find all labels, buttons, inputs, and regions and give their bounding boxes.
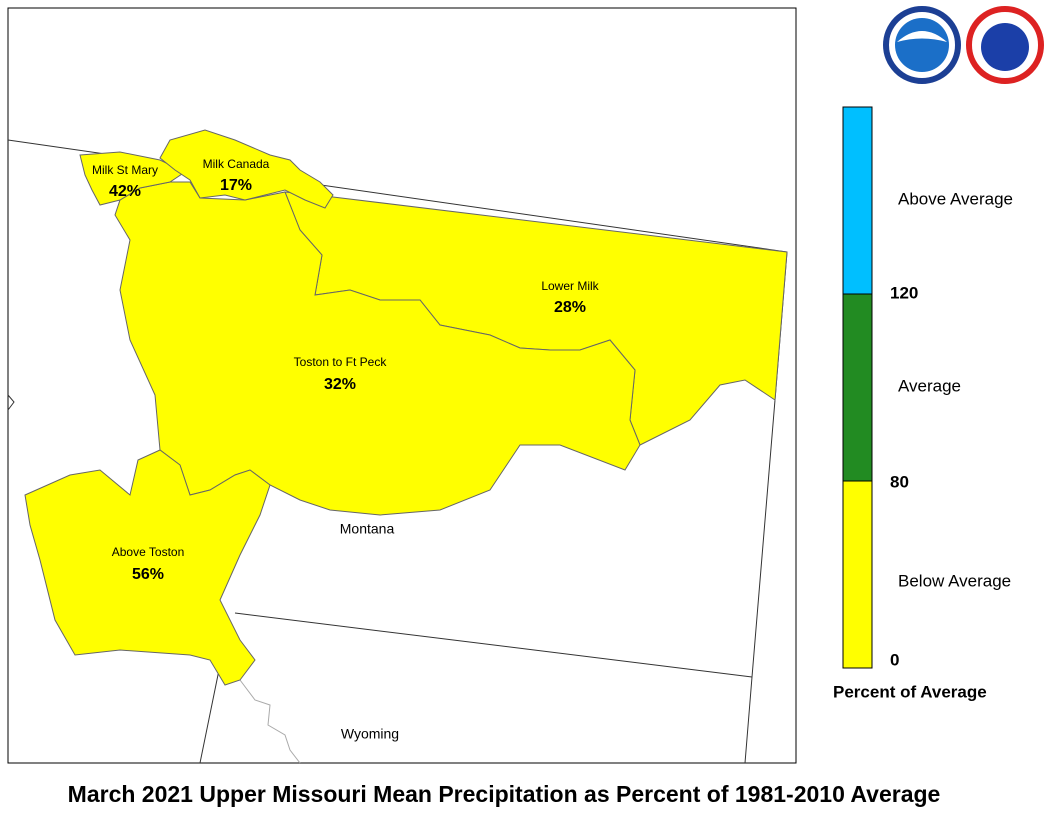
- logos: [883, 6, 1044, 84]
- legend-swatch: [842, 293, 873, 482]
- region-value: 56%: [132, 566, 164, 583]
- legend-swatch: [842, 106, 873, 295]
- wyoming-border: [234, 612, 753, 678]
- region-labels: Milk St Mary 42% Milk Canada 17% Lower M…: [92, 157, 600, 742]
- legend-title: Percent of Average: [833, 682, 987, 701]
- legend-label: Average: [898, 376, 961, 395]
- region-value: 17%: [220, 177, 252, 194]
- region-value: 32%: [324, 376, 356, 393]
- noaa-logo-inner: [895, 18, 949, 72]
- legend-break: 120: [890, 283, 918, 302]
- legend-swatch: [842, 480, 873, 669]
- idaho-border: [239, 679, 301, 764]
- region-name: Milk Canada: [203, 157, 270, 171]
- west-border: [7, 394, 15, 411]
- region-shape: [159, 129, 334, 209]
- region-value: 42%: [109, 183, 141, 200]
- state-label: Wyoming: [341, 726, 399, 742]
- state-label: Montana: [340, 521, 395, 537]
- region-shape: [24, 449, 271, 686]
- region-name: Milk St Mary: [92, 163, 158, 177]
- region-value: 28%: [554, 299, 586, 316]
- map-title: March 2021 Upper Missouri Mean Precipita…: [68, 781, 941, 807]
- nws-logo-inner: [981, 23, 1029, 71]
- legend-break: 80: [890, 472, 909, 491]
- region-name: Toston to Ft Peck: [294, 355, 388, 369]
- region-name: Lower Milk: [541, 279, 599, 293]
- legend-label: Above Average: [898, 189, 1013, 208]
- legend-break: 0: [890, 650, 899, 669]
- wyoming-west-border: [199, 664, 221, 764]
- regions: [24, 129, 788, 686]
- legend: Above Average Average Below Average 120 …: [833, 106, 1013, 701]
- noaa-logo-bird: [897, 31, 947, 42]
- legend-label: Below Average: [898, 571, 1011, 590]
- region-name: Above Toston: [112, 545, 185, 559]
- region-shape: [79, 151, 187, 206]
